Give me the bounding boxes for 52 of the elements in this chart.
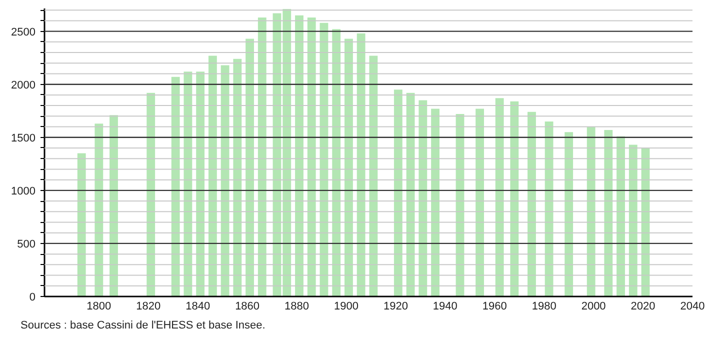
bar [295, 15, 304, 296]
bar [246, 38, 254, 296]
y-tick-label: 2500 [11, 26, 36, 38]
bar [307, 18, 316, 296]
x-tick-label: 2040 [680, 300, 705, 312]
bar [406, 92, 415, 296]
x-tick-label: 1960 [482, 300, 507, 312]
x-tick-label: 1820 [136, 300, 161, 312]
bar [196, 72, 205, 296]
bar [586, 126, 596, 296]
x-tick-label: 1980 [532, 300, 556, 312]
x-tick-label: 1860 [235, 300, 260, 312]
x-tick-label: 1900 [334, 300, 358, 312]
x-tick-label: 1880 [284, 300, 310, 312]
bar [528, 112, 536, 296]
bar [110, 115, 118, 296]
bar [564, 132, 574, 296]
y-tick-label: 500 [17, 238, 36, 250]
bar [616, 136, 625, 296]
x-tick-label: 1840 [186, 300, 210, 312]
bar [495, 98, 504, 296]
bar [220, 65, 230, 296]
bar [604, 130, 613, 296]
x-tick-label: 1800 [86, 300, 112, 312]
bar [476, 108, 484, 296]
y-tick-label: 1000 [11, 185, 36, 198]
bar [258, 18, 266, 296]
bar [77, 153, 86, 296]
x-tick-label: 1940 [432, 300, 458, 312]
bar [431, 108, 440, 296]
x-tick-label: 1920 [383, 300, 408, 312]
bar [356, 33, 366, 296]
bar [332, 29, 341, 296]
bar [171, 76, 180, 296]
bar [208, 56, 217, 296]
y-tick-label: 2000 [11, 79, 36, 92]
bar [418, 100, 428, 296]
bar [146, 92, 156, 296]
bar [369, 56, 378, 296]
source-note: Sources : base Cassini de l'EHESS et base Insee. [20, 320, 266, 332]
bar [94, 124, 104, 296]
bar [233, 58, 242, 296]
bar [394, 90, 402, 296]
y-tick-label: 0 [29, 292, 36, 304]
y-tick-label: 1500 [11, 132, 36, 144]
bar [344, 38, 353, 296]
bar [628, 144, 638, 296]
x-tick-label: 2000 [581, 300, 606, 312]
x-tick-label: 2020 [630, 300, 656, 312]
bar [510, 101, 519, 296]
bar [184, 72, 192, 296]
bar [544, 121, 554, 296]
